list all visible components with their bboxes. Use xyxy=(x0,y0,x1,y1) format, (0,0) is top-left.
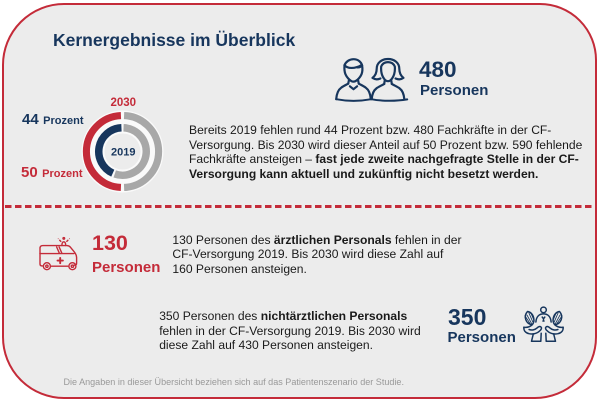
svg-text:2019: 2019 xyxy=(111,146,135,158)
